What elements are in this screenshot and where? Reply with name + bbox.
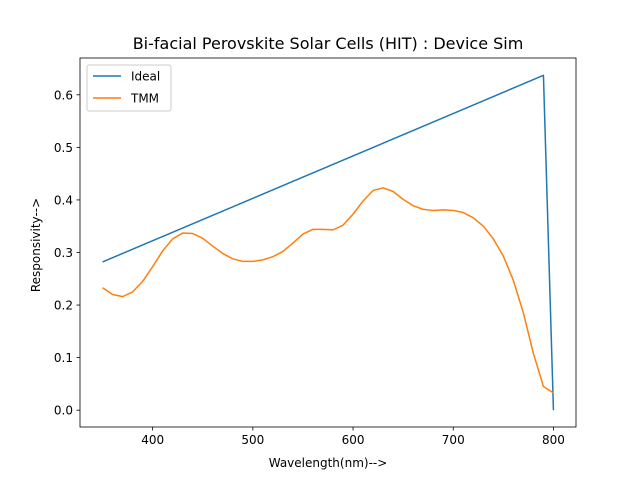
x-tick-label: 400	[141, 433, 164, 447]
x-tick-label: 700	[442, 433, 465, 447]
x-tick-label: 800	[542, 433, 565, 447]
y-tick-label: 0.2	[54, 299, 73, 313]
y-tick-label: 0.4	[54, 193, 73, 207]
x-tick-label: 600	[342, 433, 365, 447]
x-tick-label: 500	[241, 433, 264, 447]
y-axis-label: Responsivity-->	[29, 198, 43, 292]
y-tick-label: 0.0	[54, 404, 73, 418]
y-tick-label: 0.3	[54, 246, 73, 260]
legend: Ideal TMM	[86, 64, 172, 112]
y-tick-label: 0.6	[54, 88, 73, 102]
legend-label-ideal: Ideal	[131, 70, 160, 84]
legend-label-tmm: TMM	[130, 92, 159, 106]
axes-frame	[79, 57, 577, 428]
series-line-tmm	[102, 187, 554, 394]
y-tick-label: 0.5	[54, 141, 73, 155]
chart-title: Bi-facial Perovskite Solar Cells (HIT) :…	[133, 34, 524, 53]
series-line-ideal	[102, 74, 555, 411]
x-axis-label: Wavelength(nm)-->	[269, 456, 388, 470]
plot-area: 400 500 600 700 800 0.0 0.1 0.2 0.3 0.4 0.5 0.6	[54, 57, 577, 447]
y-tick-label: 0.1	[54, 351, 73, 365]
